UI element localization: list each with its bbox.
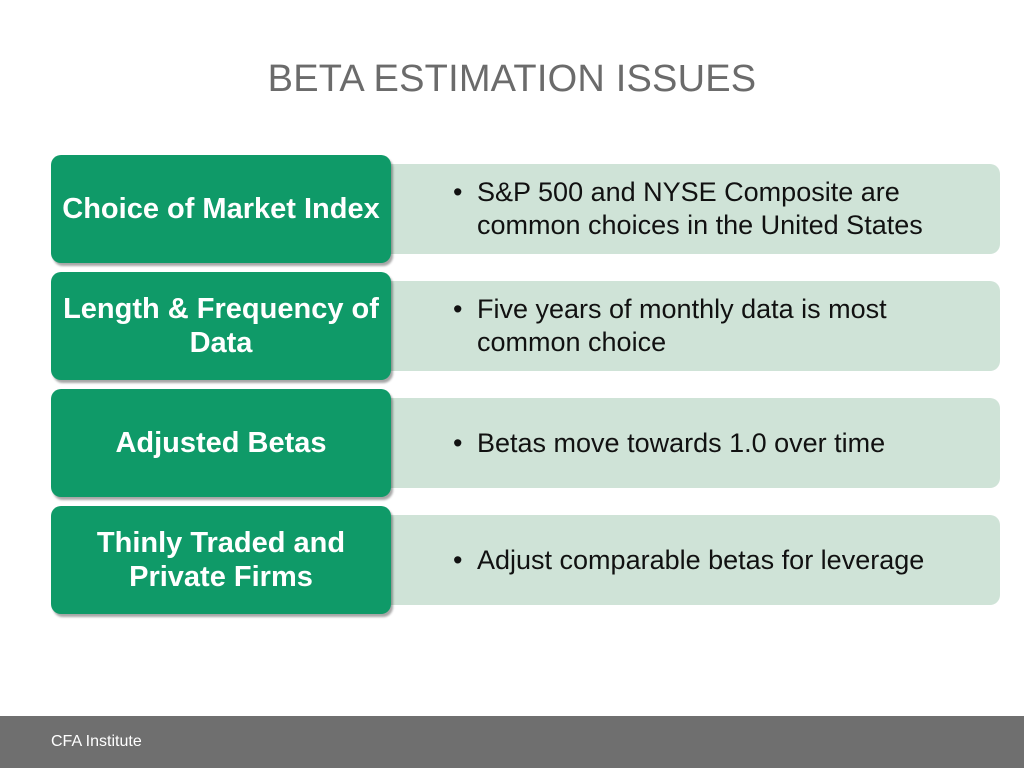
issue-detail-box: • S&P 500 and NYSE Composite are common … bbox=[361, 164, 1000, 254]
footer-bar: CFA Institute bbox=[0, 716, 1024, 768]
bullet-item: • S&P 500 and NYSE Composite are common … bbox=[453, 176, 980, 242]
issue-row-adjusted-betas: • Betas move towards 1.0 over time Adjus… bbox=[51, 389, 1000, 499]
bullet-item: • Betas move towards 1.0 over time bbox=[453, 427, 885, 460]
issue-detail-box: • Betas move towards 1.0 over time bbox=[361, 398, 1000, 488]
issue-label: Choice of Market Index bbox=[51, 155, 391, 263]
bullet-text: S&P 500 and NYSE Composite are common ch… bbox=[477, 177, 923, 240]
issue-label: Adjusted Betas bbox=[51, 389, 391, 497]
issues-list: • S&P 500 and NYSE Composite are common … bbox=[51, 155, 1000, 616]
issue-detail-box: • Adjust comparable betas for leverage bbox=[361, 515, 1000, 605]
slide-title: BETA ESTIMATION ISSUES bbox=[267, 58, 757, 100]
issue-row-data-frequency: • Five years of monthly data is most com… bbox=[51, 272, 1000, 382]
bullet-item: • Adjust comparable betas for leverage bbox=[453, 544, 924, 577]
bullet-icon: • bbox=[453, 294, 463, 324]
bullet-item: • Five years of monthly data is most com… bbox=[453, 293, 980, 359]
bullet-icon: • bbox=[453, 427, 463, 458]
issue-row-market-index: • S&P 500 and NYSE Composite are common … bbox=[51, 155, 1000, 265]
issue-row-thinly-traded: • Adjust comparable betas for leverage T… bbox=[51, 506, 1000, 616]
bullet-icon: • bbox=[453, 544, 463, 575]
bullet-text: Adjust comparable betas for leverage bbox=[477, 544, 925, 575]
issue-label: Thinly Traded and Private Firms bbox=[51, 506, 391, 614]
bullet-icon: • bbox=[453, 177, 463, 207]
bullet-text: Five years of monthly data is most commo… bbox=[477, 294, 887, 357]
bullet-text: Betas move towards 1.0 over time bbox=[477, 427, 886, 458]
issue-label: Length & Frequency of Data bbox=[51, 272, 391, 380]
issue-detail-box: • Five years of monthly data is most com… bbox=[361, 281, 1000, 371]
footer-logo-text: CFA Institute bbox=[51, 733, 142, 750]
